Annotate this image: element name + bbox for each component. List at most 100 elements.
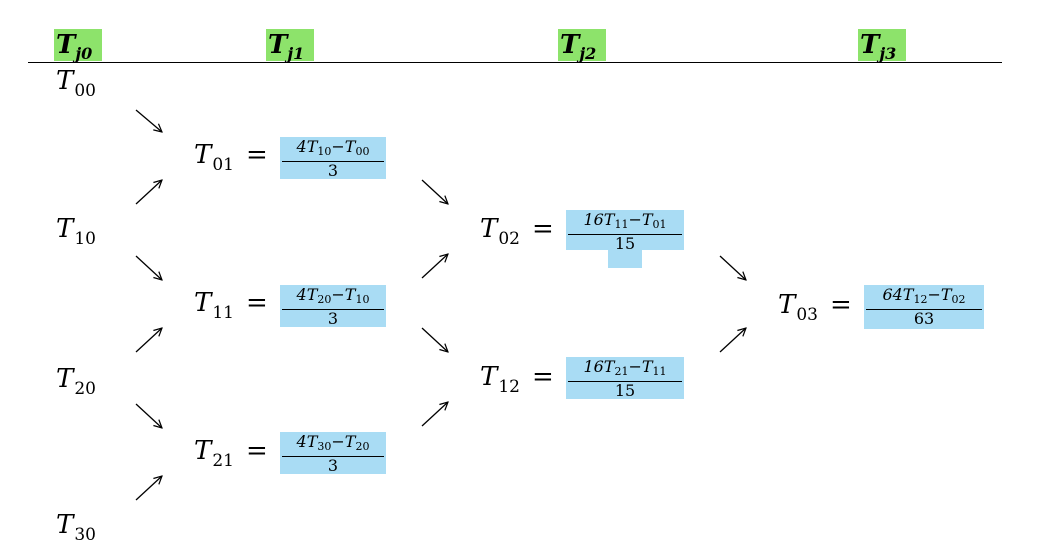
term-t30: T30 <box>56 510 96 550</box>
header-rule <box>28 62 1002 63</box>
arrow-down-right-icon <box>719 255 746 280</box>
arrow-up-right-icon <box>421 254 448 279</box>
num-coef: 16T <box>583 357 615 376</box>
term-sub: 10 <box>74 229 96 249</box>
header-base: T <box>860 30 880 60</box>
arrow-up-right-icon <box>719 328 746 353</box>
arrow-up-right-icon <box>135 180 162 205</box>
arrow-down-right-icon <box>135 403 162 428</box>
arrow-down-right-icon <box>135 255 162 280</box>
arrow-up-right-icon <box>135 328 162 353</box>
term-sub: 20 <box>74 379 96 399</box>
header-base: T <box>560 30 580 60</box>
arrow-up-right-icon <box>421 402 448 427</box>
lhs-sub: 11 <box>212 303 234 323</box>
num-b-sub: 02 <box>951 293 966 306</box>
header-highlight-3 <box>858 29 906 61</box>
term-sub: 30 <box>74 525 96 545</box>
fraction-highlight-t02 <box>566 210 684 250</box>
fraction-t21: 4T30−T20 3 <box>282 433 384 475</box>
fraction-t02: 16T11−T01 15 <box>568 211 682 253</box>
lhs-base: T <box>194 140 212 170</box>
fraction-highlight-t03 <box>864 285 984 329</box>
num-a-sub: 12 <box>913 293 928 306</box>
lhs-sub: 21 <box>212 451 234 471</box>
arrow-down-right-icon <box>135 109 162 132</box>
header-sub: j1 <box>287 44 305 63</box>
column-header-2: Tj2 <box>556 29 600 63</box>
column-header-0: Tj0 <box>52 29 96 63</box>
column-header-1: Tj1 <box>264 29 308 63</box>
fraction-bar <box>568 234 682 235</box>
equals-sign: = <box>532 214 554 244</box>
term-base: T <box>56 364 74 394</box>
equals-sign: = <box>246 140 268 170</box>
lhs-sub: 02 <box>498 229 520 249</box>
column-header-3: Tj3 <box>856 29 900 63</box>
num-minus: −T <box>927 285 952 304</box>
formula-t01-lhs: T01 <box>194 140 234 180</box>
denominator: 3 <box>327 161 339 180</box>
lhs-sub: 01 <box>212 155 234 175</box>
lhs-base: T <box>480 362 498 392</box>
numerator: 16T11−T01 <box>581 211 668 234</box>
num-a-sub: 20 <box>317 293 332 306</box>
fraction-t03: 64T12−T02 63 <box>866 286 982 328</box>
num-b-sub: 01 <box>652 218 667 231</box>
fraction-highlight-t21 <box>280 432 386 474</box>
header-sub: j0 <box>75 44 93 63</box>
formula-t02-lhs: T02 <box>480 214 520 254</box>
num-a-sub: 11 <box>614 218 629 231</box>
header-base: T <box>268 30 288 60</box>
fraction-bar <box>282 456 384 457</box>
equals-sign: = <box>246 288 268 318</box>
term-t20: T20 <box>56 364 96 404</box>
arrow-up-right-icon <box>135 476 162 501</box>
term-base: T <box>56 214 74 244</box>
header-highlight-1 <box>266 29 314 61</box>
numerator: 4T10−T00 <box>295 138 372 161</box>
arrow-down-right-icon <box>421 327 448 352</box>
header-highlight-2 <box>558 29 606 61</box>
formula-t21-lhs: T21 <box>194 436 234 476</box>
num-a-sub: 10 <box>317 145 332 158</box>
header-sub: j3 <box>879 44 897 63</box>
denominator: 15 <box>614 234 636 253</box>
num-b-sub: 20 <box>355 440 370 453</box>
formula-t12-lhs: T12 <box>480 362 520 402</box>
lhs-base: T <box>480 214 498 244</box>
numerator: 64T12−T02 <box>880 286 967 309</box>
lhs-base: T <box>194 288 212 318</box>
fraction-highlight-t02-tail <box>608 248 642 268</box>
denominator: 3 <box>327 309 339 328</box>
fraction-highlight-t12 <box>566 357 684 399</box>
num-coef: 4T <box>296 137 318 156</box>
arrow-down-right-icon <box>421 179 448 204</box>
fraction-t11: 4T20−T10 3 <box>282 286 384 328</box>
fraction-t01: 4T10−T00 3 <box>282 138 384 180</box>
term-sub: 00 <box>74 81 96 101</box>
num-minus: −T <box>331 432 356 451</box>
lhs-sub: 12 <box>498 377 520 397</box>
fraction-bar <box>568 381 682 382</box>
num-b-sub: 10 <box>355 293 370 306</box>
num-minus: −T <box>628 357 653 376</box>
equals-sign: = <box>830 290 852 320</box>
header-highlight-0 <box>54 29 102 61</box>
term-base: T <box>56 66 74 96</box>
num-minus: −T <box>628 210 653 229</box>
formula-t11-lhs: T11 <box>194 288 234 328</box>
denominator: 3 <box>327 456 339 475</box>
fraction-highlight-t01 <box>280 137 386 179</box>
term-base: T <box>56 510 74 540</box>
num-coef: 4T <box>296 285 318 304</box>
header-sub: j2 <box>579 44 597 63</box>
num-minus: −T <box>331 137 356 156</box>
equals-sign: = <box>532 362 554 392</box>
lhs-sub: 03 <box>796 305 818 325</box>
num-b-sub: 00 <box>355 145 370 158</box>
fraction-highlight-t11 <box>280 285 386 327</box>
equals-sign: = <box>246 436 268 466</box>
fraction-t12: 16T21−T11 15 <box>568 358 682 400</box>
